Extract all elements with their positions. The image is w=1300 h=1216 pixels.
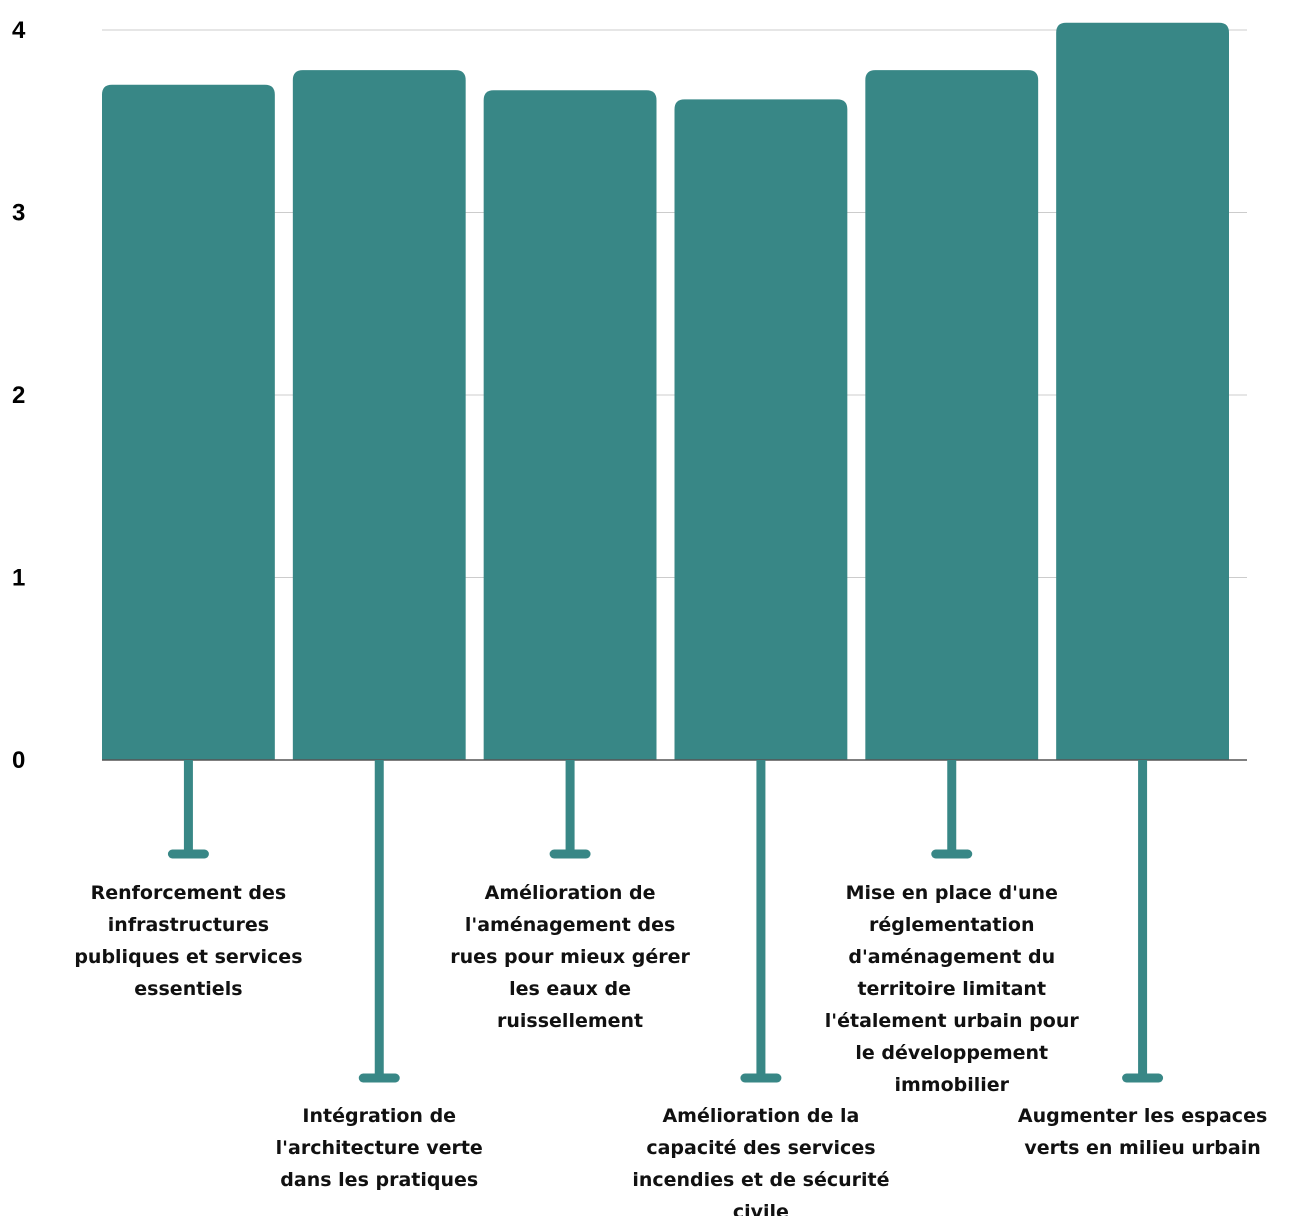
category-label: Amélioration de l'aménagement des rues pou… [450, 882, 690, 1032]
category-label-line: civile [733, 1201, 789, 1216]
category-label: Mise en place d'une réglementation d'aména… [825, 882, 1080, 1096]
category-label-line: territoire limitant [857, 978, 1046, 1000]
y-tick-label: 1 [12, 565, 25, 592]
category-label-line: rues pour mieux gérer [450, 946, 690, 968]
bar [1056, 22, 1229, 760]
y-tick-label: 2 [12, 382, 25, 409]
category-label-line: immobilier [894, 1074, 1009, 1096]
bars [102, 22, 1229, 761]
label-leaders [167, 760, 1164, 1083]
category-label: Augmenter les espaces verts en milieu urb… [1018, 1105, 1267, 1159]
category-label-line: le développement [855, 1042, 1048, 1064]
category-label-line: Intégration de [302, 1105, 456, 1127]
category-label-line: l'étalement urbain pour [825, 1010, 1080, 1032]
category-label-line: publiques et services [74, 946, 302, 968]
y-tick-label: 4 [12, 17, 26, 44]
bar [674, 99, 848, 761]
bar [483, 90, 657, 761]
y-axis-ticks: 0 1 2 3 4 [12, 17, 26, 774]
category-label: Intégration de l'architecture verte dans l… [276, 1105, 483, 1191]
category-label: Amélioration de la capacité des services i… [632, 1105, 889, 1216]
bar [292, 70, 466, 760]
category-label-line: essentiels [134, 978, 242, 1000]
category-label-line: l'aménagement des [465, 914, 675, 936]
bar [102, 84, 275, 760]
category-label-line: réglementation [869, 914, 1035, 936]
category-label-line: Augmenter les espaces [1018, 1105, 1267, 1127]
category-label-line: Renforcement des [91, 882, 287, 904]
category-label-line: d'aménagement du [848, 946, 1055, 968]
category-labels: Renforcement des infrastructures publiques… [74, 882, 1267, 1216]
category-label-line: verts en milieu urbain [1024, 1137, 1260, 1159]
category-label-line: les eaux de [509, 978, 631, 1000]
bar [865, 70, 1039, 760]
category-label-line: incendies et de sécurité [632, 1169, 889, 1191]
category-label-line: Amélioration de la [662, 1105, 859, 1127]
category-label-line: Mise en place d'une [846, 882, 1058, 904]
category-label-line: capacité des services [646, 1137, 875, 1159]
category-label-line: dans les pratiques [280, 1169, 478, 1191]
category-label-line: l'architecture verte [276, 1137, 483, 1159]
category-label-line: Amélioration de [485, 882, 656, 904]
y-tick-label: 0 [12, 747, 25, 774]
category-label-line: infrastructures [108, 914, 269, 936]
category-label-line: ruissellement [497, 1010, 643, 1032]
category-label: Renforcement des infrastructures publiques… [74, 882, 302, 1000]
y-tick-label: 3 [12, 200, 25, 227]
